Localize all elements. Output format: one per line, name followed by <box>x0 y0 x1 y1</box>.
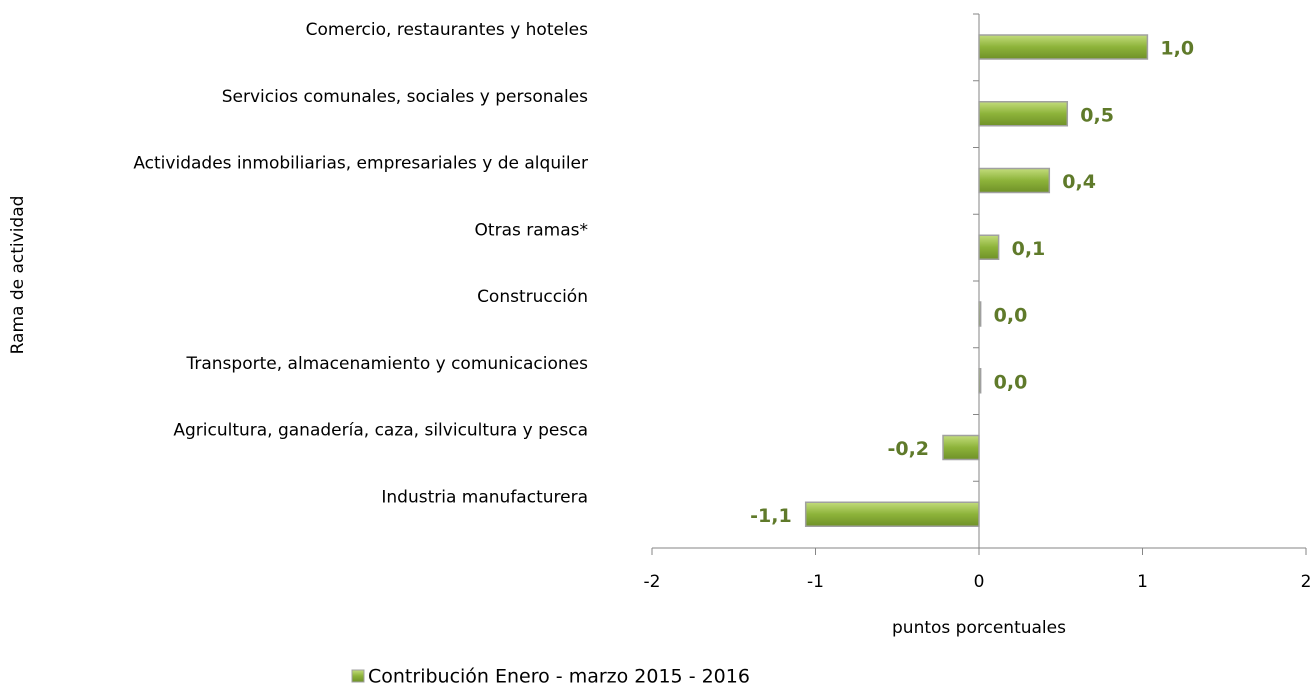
x-axis-label: puntos porcentuales <box>892 618 1066 638</box>
category-label: Actividades inmobiliarias, empresariales… <box>133 154 588 174</box>
value-label: -0,2 <box>887 438 929 460</box>
legend-swatch <box>351 669 365 683</box>
bar <box>978 301 982 327</box>
bar <box>978 234 1000 260</box>
bar <box>978 167 1051 194</box>
x-tick-label: 0 <box>974 572 985 592</box>
x-tick-label: -2 <box>644 572 661 592</box>
category-label: Construcción <box>477 287 588 307</box>
value-label: 0,1 <box>1012 238 1046 260</box>
legend-label: Contribución Enero - marzo 2015 - 2016 <box>368 666 750 688</box>
x-tick-label: 2 <box>1301 572 1312 592</box>
bar <box>978 368 982 394</box>
bar <box>978 34 1149 60</box>
y-axis-label: Rama de actividad <box>8 196 28 355</box>
bar <box>978 101 1069 127</box>
value-label: -1,1 <box>750 505 792 527</box>
bar <box>942 434 980 461</box>
category-label: Agricultura, ganadería, caza, silvicultu… <box>173 421 588 441</box>
bar <box>804 501 980 527</box>
category-label: Comercio, restaurantes y hoteles <box>306 20 588 40</box>
category-label: Transporte, almacenamiento y comunicacio… <box>185 354 588 374</box>
x-tick-label: 1 <box>1137 572 1148 592</box>
value-label: 1,0 <box>1160 38 1194 60</box>
category-label: Servicios comunales, sociales y personal… <box>222 87 588 107</box>
category-label: Industria manufacturera <box>381 487 588 507</box>
value-label: 0,0 <box>994 371 1028 393</box>
value-label: 0,4 <box>1062 171 1096 193</box>
category-label: Otras ramas* <box>475 220 588 240</box>
value-label: 0,0 <box>994 305 1028 327</box>
value-label: 0,5 <box>1080 104 1114 126</box>
x-tick-label: -1 <box>807 572 824 592</box>
